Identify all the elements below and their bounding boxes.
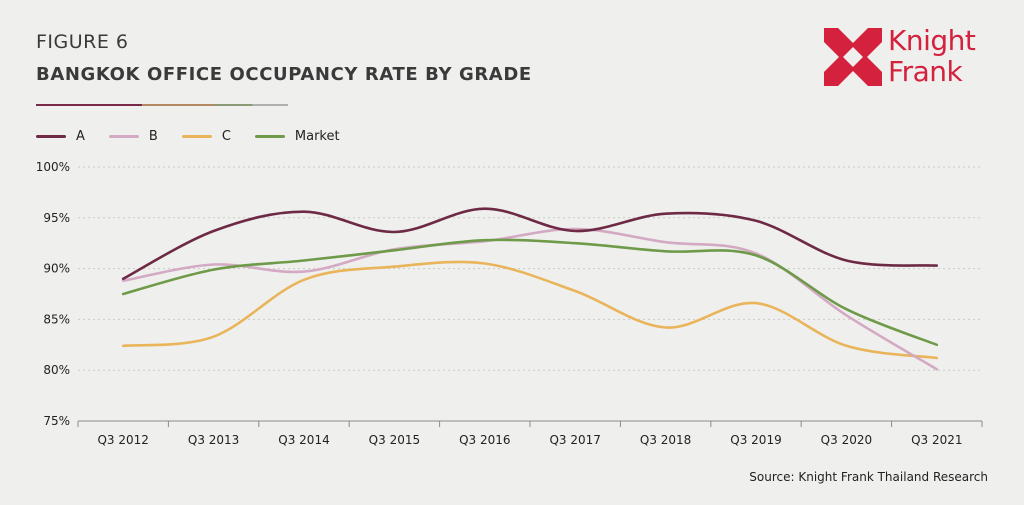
chart-title: BANGKOK OFFICE OCCUPANCY RATE BY GRADE	[36, 64, 532, 85]
x-tick-label: Q3 2016	[459, 433, 510, 447]
legend-item-b: B	[108, 128, 158, 144]
series-line-b	[121, 227, 939, 371]
x-tick-label: Q3 2019	[730, 433, 781, 447]
logo-wordmark: Knight Frank	[888, 24, 976, 88]
knight-frank-logo: Knight Frank	[824, 24, 994, 90]
x-tick-label: Q3 2015	[369, 433, 420, 447]
title-divider	[36, 104, 288, 106]
legend-label-b: B	[148, 128, 158, 144]
series-line-market	[121, 238, 939, 347]
y-tick-label: 95%	[43, 211, 70, 225]
knight-frank-diamond-icon	[824, 28, 882, 86]
legend-label-a: A	[76, 128, 85, 144]
source-note: Source: Knight Frank Thailand Research	[749, 470, 988, 484]
chart-legend: A B C Market	[36, 127, 364, 145]
logo-line-1: Knight	[888, 24, 976, 57]
y-tick-label: 75%	[43, 414, 70, 428]
x-tick-label: Q3 2013	[188, 433, 239, 447]
x-tick-label: Q3 2012	[97, 433, 148, 447]
y-tick-label: 80%	[43, 363, 70, 377]
legend-label-c: C	[221, 128, 231, 144]
legend-swatch-b	[108, 134, 139, 138]
x-tick-label: Q3 2014	[278, 433, 329, 447]
logo-line-2: Frank	[888, 55, 963, 88]
y-tick-label: 85%	[43, 312, 70, 326]
series-line-c	[121, 260, 939, 360]
legend-item-c: C	[181, 128, 231, 144]
legend-item-a: A	[36, 129, 85, 144]
y-tick-label: 90%	[43, 262, 70, 276]
legend-swatch-c	[181, 134, 212, 138]
legend-swatch-a	[36, 134, 66, 138]
x-tick-label: Q3 2017	[549, 433, 600, 447]
legend-label-market: Market	[294, 128, 340, 144]
x-tick-label: Q3 2020	[821, 433, 872, 447]
y-tick-label: 100%	[36, 160, 70, 174]
legend-item-market: Market	[254, 128, 340, 144]
series-line-a	[121, 207, 939, 281]
figure-label: FIGURE 6	[36, 31, 129, 53]
x-tick-label: Q3 2018	[640, 433, 691, 447]
legend-swatch-market	[254, 134, 285, 138]
x-tick-label: Q3 2021	[911, 433, 962, 447]
